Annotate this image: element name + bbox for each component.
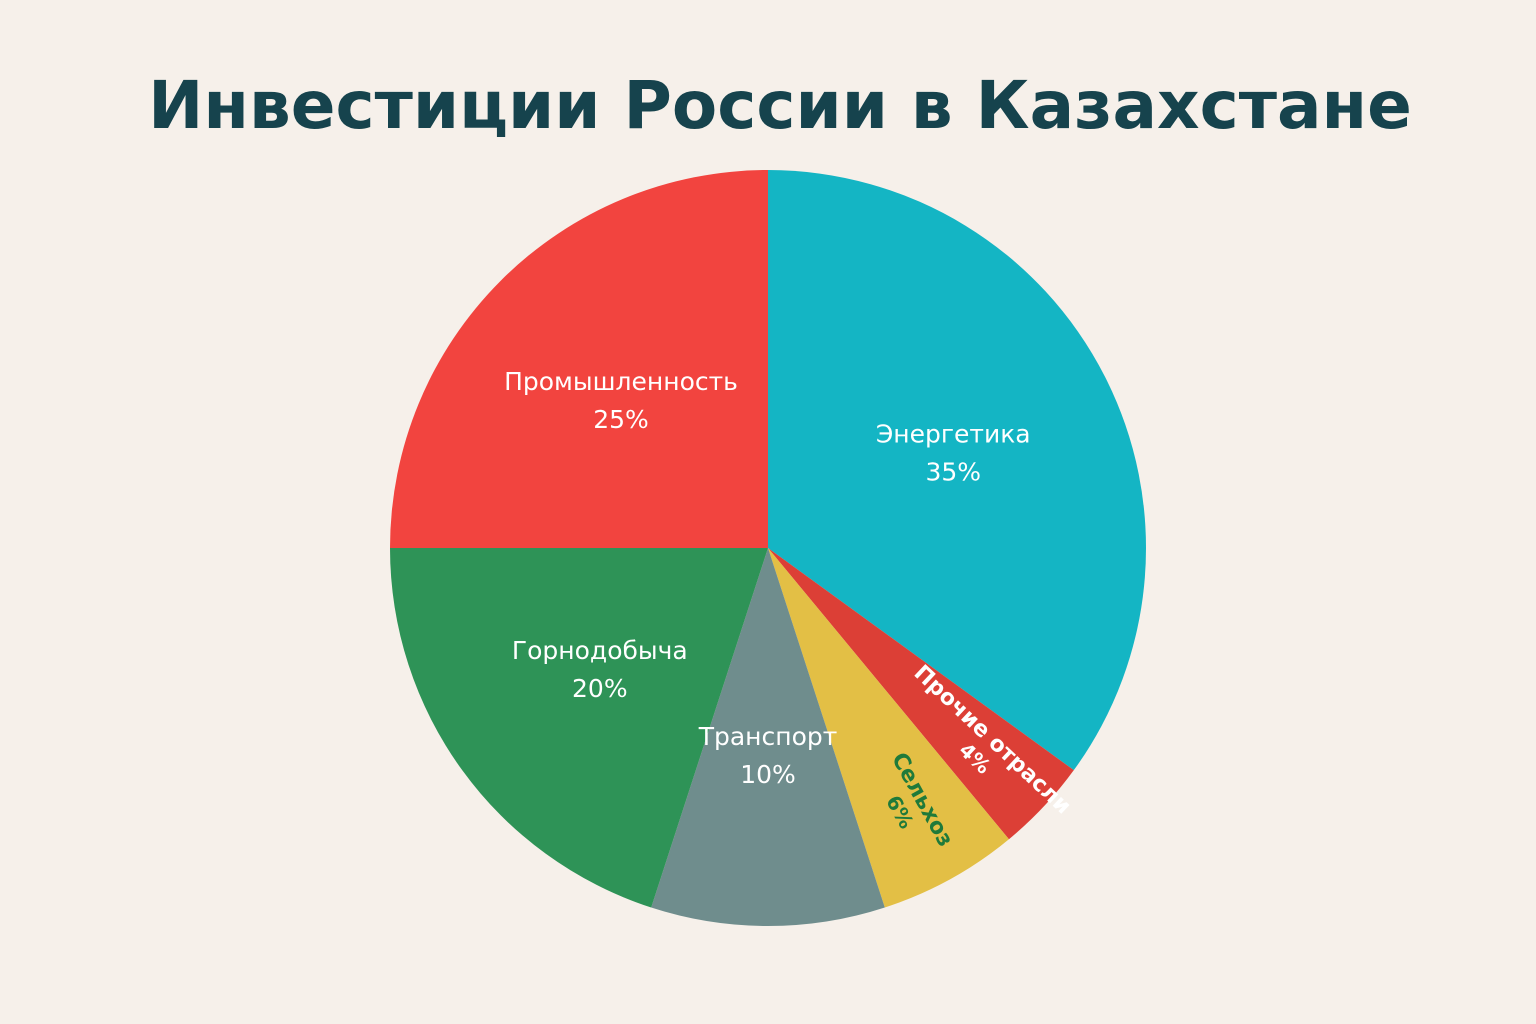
pie-slice	[768, 170, 1146, 771]
pie-slice	[768, 548, 1009, 908]
slice-label: Горнодобыча	[512, 636, 688, 665]
slice-label: Транспорт	[698, 722, 838, 751]
slice-value-label: 20%	[572, 674, 628, 703]
chart-title: Инвестиции России в Казахстане	[148, 67, 1412, 144]
slice-value-label: 25%	[593, 405, 649, 434]
pie-slice	[390, 548, 768, 908]
slice-label: Энергетика	[876, 420, 1031, 449]
slice-label: Промышленность	[504, 367, 738, 396]
slice-value-label: 10%	[740, 760, 796, 789]
pie-slice	[651, 548, 885, 926]
slice-value-label: 35%	[925, 458, 981, 487]
pie-slice	[390, 170, 768, 548]
pie-slice	[768, 548, 1074, 840]
